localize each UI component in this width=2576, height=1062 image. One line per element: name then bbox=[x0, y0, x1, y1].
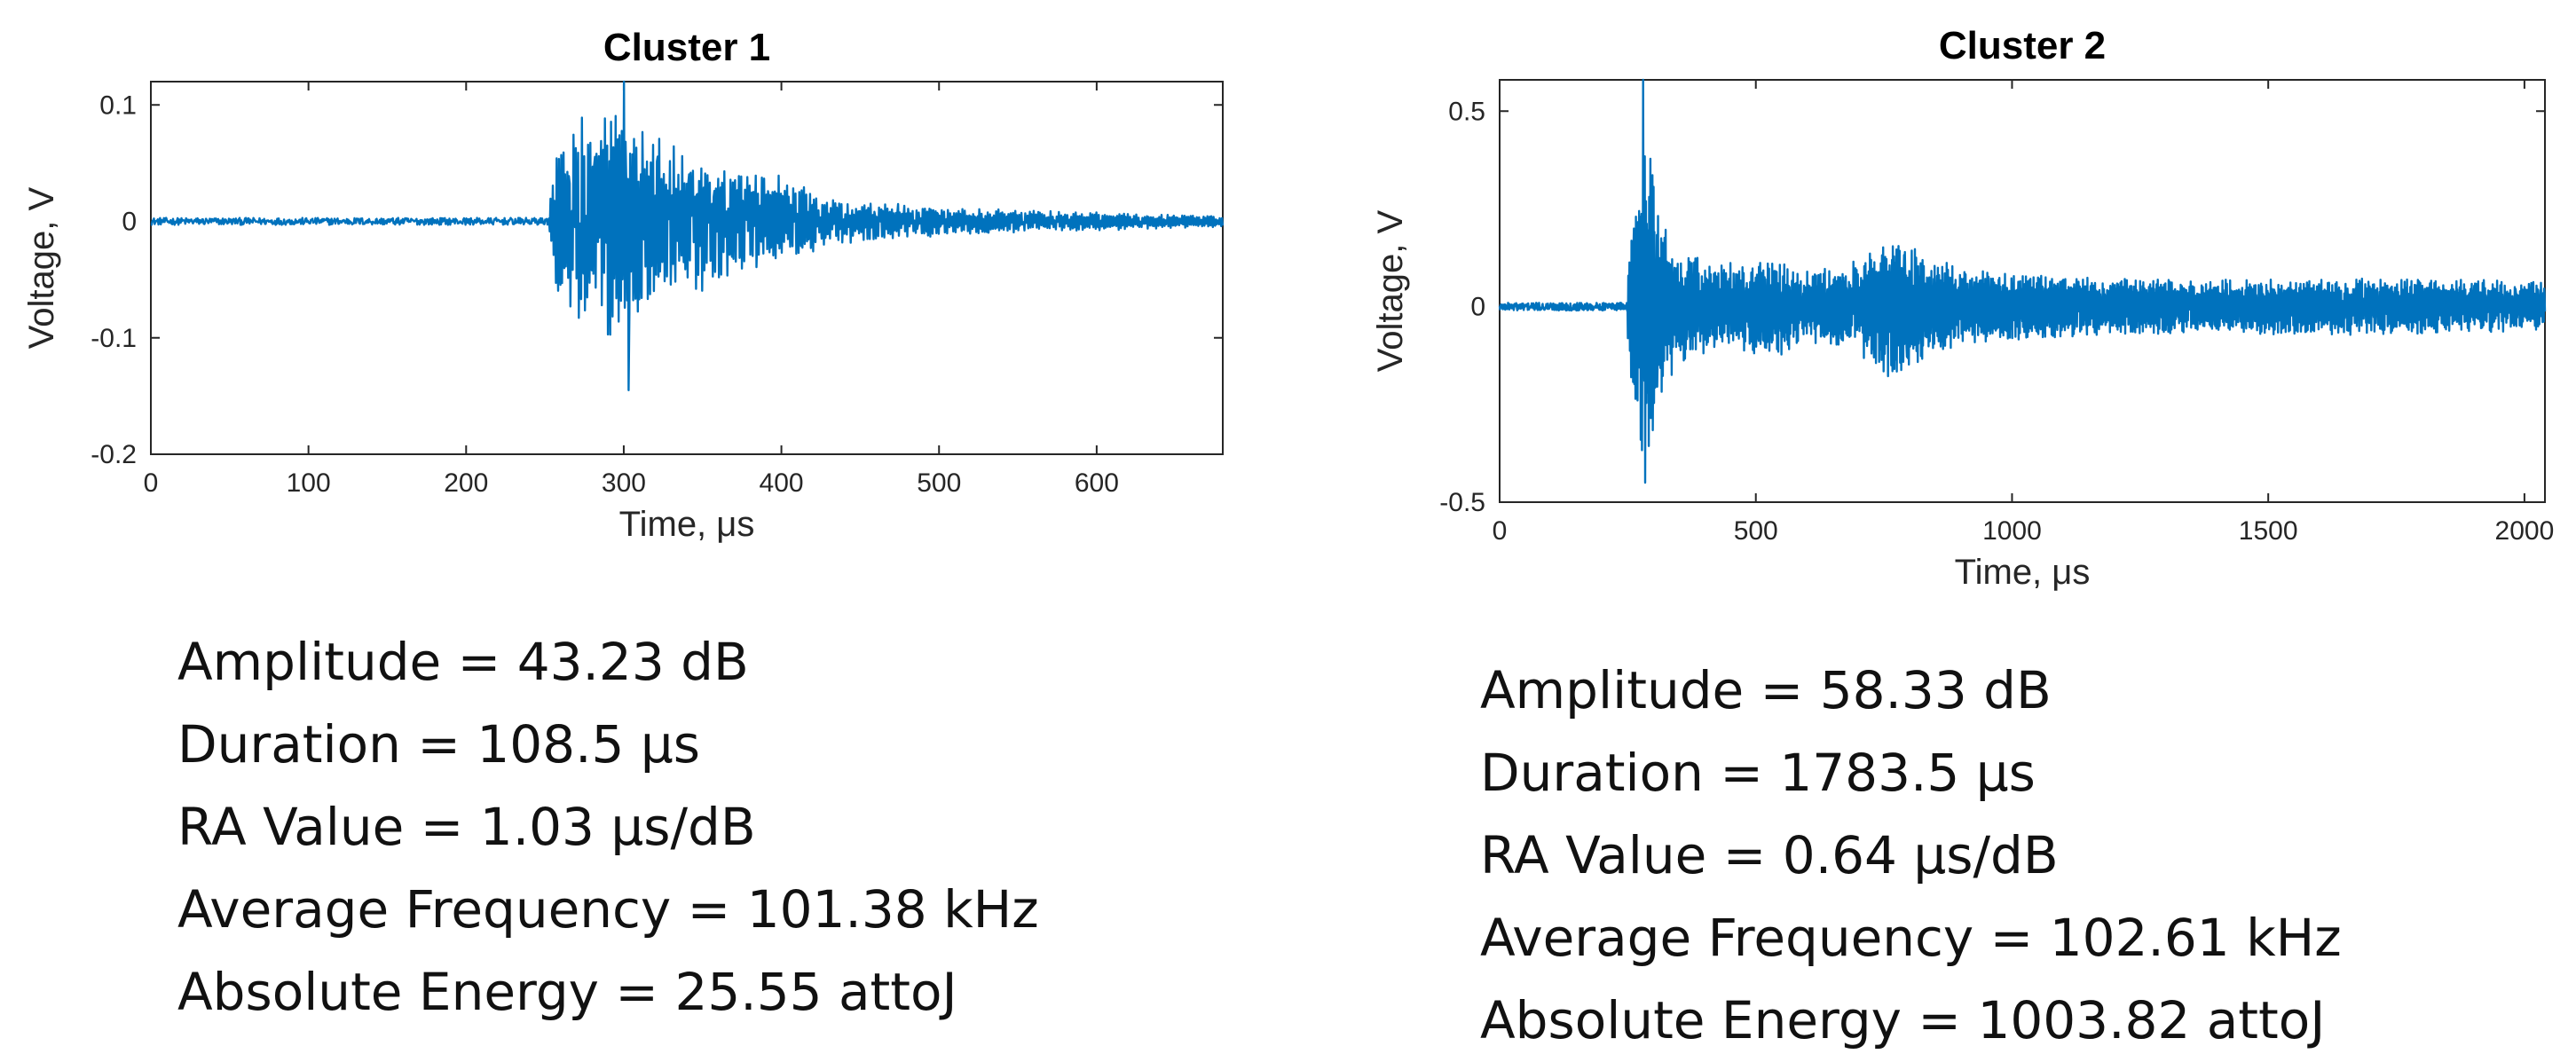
cluster-1-xtick-label: 300 bbox=[602, 468, 646, 498]
cluster-2-ra-value: RA Value = 0.64 μs/dB bbox=[1480, 825, 2059, 885]
cluster-2-average-frequency: Average Frequency = 102.61 kHz bbox=[1480, 908, 2342, 968]
cluster-2-title: Cluster 2 bbox=[1939, 24, 2106, 67]
cluster-2-duration: Duration = 1783.5 μs bbox=[1480, 743, 2036, 803]
cluster-1-ytick-label: -0.1 bbox=[91, 324, 137, 353]
cluster-1-stats: Amplitude = 43.23 dB Duration = 108.5 μs… bbox=[177, 621, 1039, 1034]
cluster-2-ylabel: Voltage, V bbox=[1371, 210, 1410, 373]
cluster-2-stats: Amplitude = 58.33 dB Duration = 1783.5 μ… bbox=[1480, 649, 2342, 1062]
cluster-2-xtick-label: 2000 bbox=[2495, 516, 2555, 546]
cluster-1-ylabel: Voltage, V bbox=[22, 187, 61, 350]
cluster-1-xtick-label: 100 bbox=[287, 468, 331, 498]
cluster-2-xtick-label: 1500 bbox=[2239, 516, 2298, 546]
cluster-1-ytick-label: 0 bbox=[122, 208, 137, 237]
cluster-1-xtick-label: 200 bbox=[444, 468, 488, 498]
cluster-1-xtick-label: 400 bbox=[760, 468, 804, 498]
cluster-2-amplitude: Amplitude = 58.33 dB bbox=[1480, 660, 2052, 720]
cluster-2-waveform-line bbox=[1498, 78, 2547, 484]
cluster-2-ytick-label: -0.5 bbox=[1439, 488, 1485, 517]
cluster-2-plot: 0 500 1000 1500 2000 -0.5 0 0.5 Cluster 2 Time, μ… bbox=[1371, 24, 2554, 592]
cluster-1-xtick-label: 600 bbox=[1075, 468, 1119, 498]
cluster-2-ytick-label: 0 bbox=[1470, 293, 1485, 322]
cluster-1-duration: Duration = 108.5 μs bbox=[177, 714, 700, 775]
cluster-1-average-frequency: Average Frequency = 101.38 kHz bbox=[177, 879, 1039, 940]
cluster-1-xtick-label: 500 bbox=[917, 468, 961, 498]
cluster-2-absolute-energy: Absolute Energy = 1003.82 attoJ bbox=[1480, 990, 2326, 1050]
cluster-1-absolute-energy: Absolute Energy = 25.55 attoJ bbox=[177, 962, 957, 1022]
cluster-1-waveform-line bbox=[150, 80, 1225, 391]
cluster-2-xlabel: Time, μs bbox=[1955, 553, 2091, 592]
cluster-2-ytick-label: 0.5 bbox=[1448, 97, 1485, 126]
cluster-1-ytick-label: -0.2 bbox=[91, 440, 137, 469]
cluster-1-amplitude: Amplitude = 43.23 dB bbox=[177, 632, 749, 692]
cluster-2-xtick-label: 0 bbox=[1493, 516, 1508, 546]
cluster-2-xtick-label: 1000 bbox=[1982, 516, 2042, 546]
cluster-1-ra-value: RA Value = 1.03 μs/dB bbox=[177, 797, 756, 857]
cluster-1-plot: 0 100 200 300 400 500 600 -0.2 -0.1 0 0.1 Cluster 1… bbox=[22, 26, 1225, 544]
cluster-1-xtick-label: 0 bbox=[144, 468, 159, 498]
cluster-1-xlabel: Time, μs bbox=[619, 505, 755, 544]
cluster-2-xtick-label: 500 bbox=[1734, 516, 1778, 546]
cluster-1-ytick-label: 0.1 bbox=[99, 90, 137, 120]
cluster-1-title: Cluster 1 bbox=[603, 26, 770, 69]
